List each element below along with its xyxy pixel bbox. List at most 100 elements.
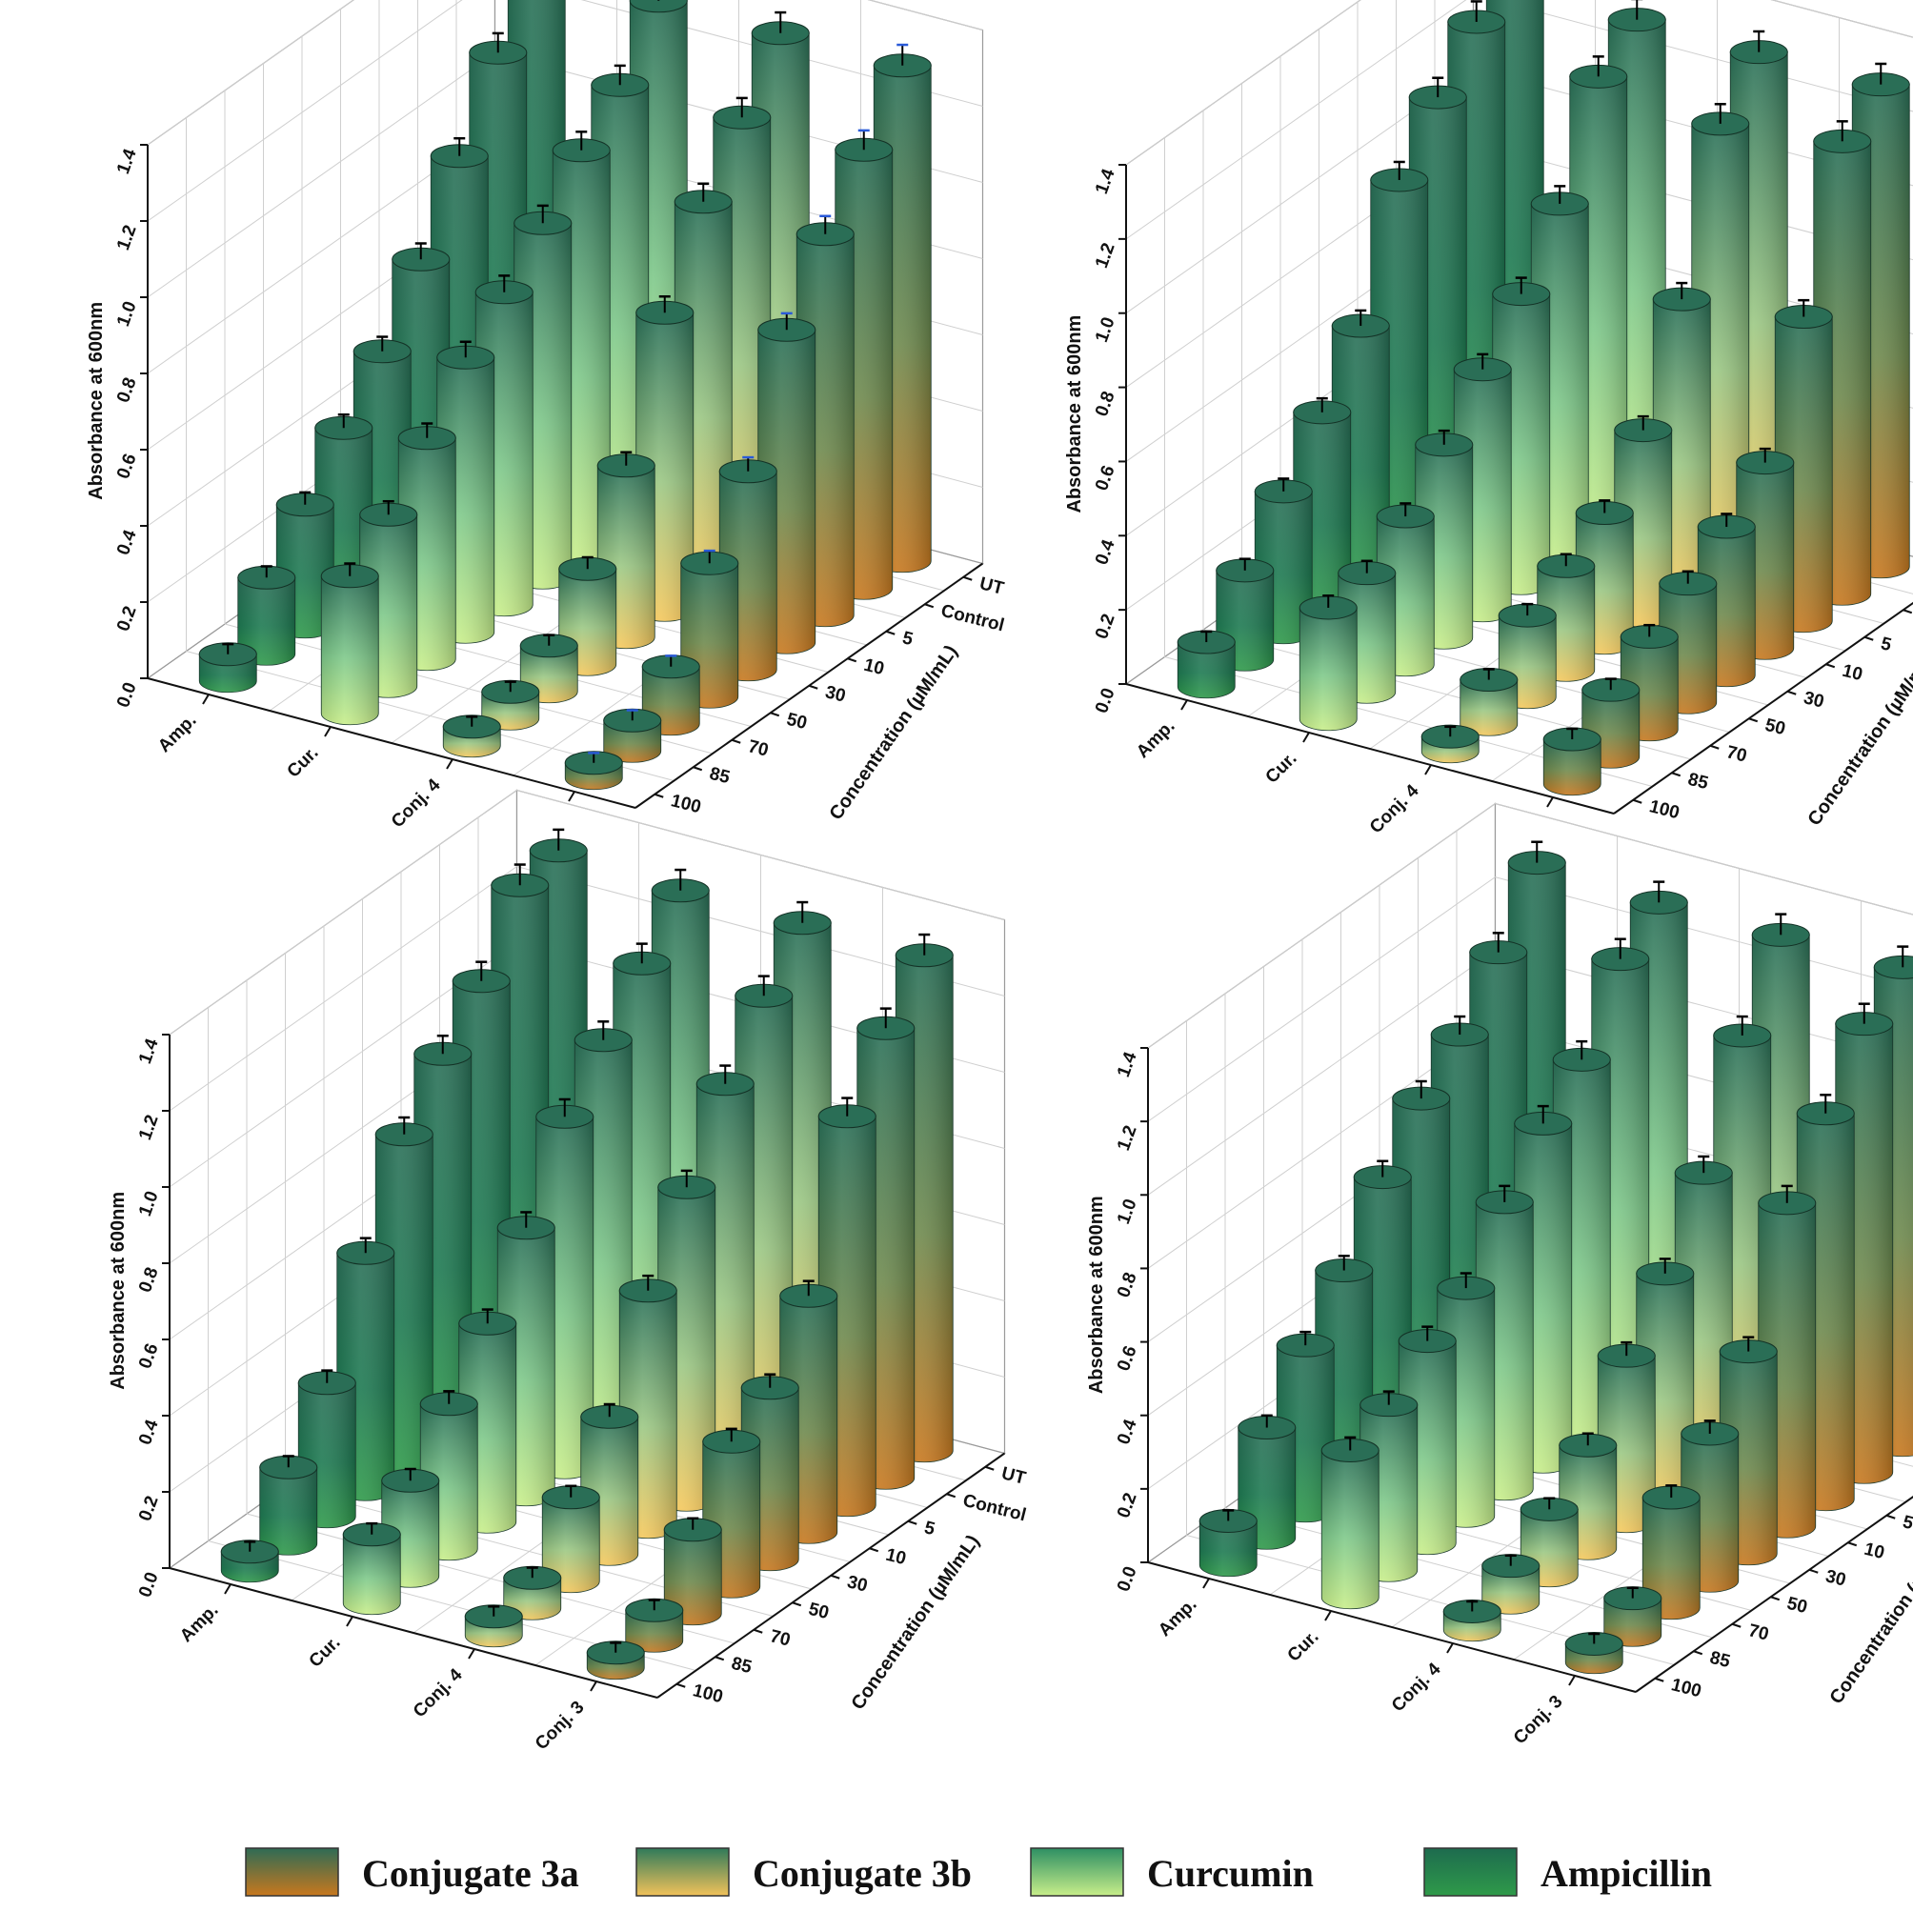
concentration-tick [808, 684, 818, 690]
bar-shade [1199, 1520, 1258, 1577]
concentration-tick [675, 1682, 686, 1688]
concentration-tick-label: Control [939, 601, 1007, 636]
bars [1177, 0, 1910, 796]
z-axis: 0.0 0.2 0.4 0.6 0.8 1.0 1.2 1.4 Absorbance at 60… [1086, 1047, 1149, 1595]
x-tick-label: Conj. 3 [1510, 1692, 1567, 1749]
bars [1198, 840, 1913, 1675]
x-tick [224, 1583, 232, 1595]
concentration-tick-label: 5 [900, 628, 916, 650]
concentration-tick [1709, 744, 1720, 750]
x-tick-label: Cur. [1284, 1627, 1323, 1666]
z-tick-label: 1.0 [1114, 1197, 1141, 1227]
legend-item-ampicillin: Ampicillin [1423, 1847, 1712, 1897]
z-axis: 0.0 0.2 0.4 0.6 0.8 1.0 1.2 1.4 Absorbance at 60… [86, 144, 149, 711]
concentration-tick-label: 5 [922, 1518, 937, 1540]
concentration-tick-label: Control [961, 1491, 1029, 1526]
z-tick-label: 0.6 [135, 1341, 163, 1372]
z-tick-label: 0.4 [135, 1417, 163, 1447]
bar-conjugate-3b-100 [464, 1604, 523, 1648]
x-tick [202, 694, 210, 705]
bar-shade [1460, 679, 1518, 736]
bar-top [629, 0, 688, 13]
bar-shade [664, 1529, 722, 1625]
bars [220, 828, 954, 1680]
bar-conjugate-3b-100 [1420, 724, 1480, 764]
z-tick-label: 0.0 [1114, 1564, 1141, 1595]
legend-item-conjugate-3a: Conjugate 3a [245, 1847, 579, 1897]
bar-conjugate-3a-100 [1564, 1631, 1623, 1675]
concentration-tick-label: UT [999, 1463, 1028, 1489]
concentration-tick-label: 70 [746, 736, 771, 760]
z-tick-label: 0.4 [1092, 536, 1119, 567]
x-tick [324, 726, 332, 737]
concentration-tick-label: 30 [845, 1572, 870, 1596]
x-tick-label: Conj. 4 [1366, 780, 1423, 837]
bar-conjugate-3b-100 [1442, 1599, 1501, 1642]
bar-conjugate-3a-85 [603, 708, 662, 763]
z-axis-title: Absorbance at 600nm [108, 1192, 129, 1390]
concentration-tick [847, 657, 857, 663]
concentration-tick-label: 70 [1746, 1620, 1771, 1644]
legend-label: Curcumin [1147, 1852, 1314, 1895]
concentration-tick [1770, 1596, 1781, 1601]
legend-swatch [635, 1847, 730, 1897]
bar-ampicillin-100 [1177, 630, 1236, 699]
z-tick-label: 0.0 [113, 680, 141, 711]
concentration-tick [1731, 1622, 1742, 1628]
concentration-tick-label: 10 [1863, 1540, 1887, 1563]
x-tick [1202, 1578, 1210, 1589]
bar-shade [1299, 607, 1358, 731]
z-axis-title: Absorbance at 600nm [1086, 1196, 1107, 1394]
z-tick-label: 1.4 [1114, 1049, 1141, 1079]
x-tick-label: Cur. [306, 1633, 345, 1672]
z-tick-label: 0.2 [135, 1494, 163, 1524]
z-tick-label: 0.0 [1092, 686, 1119, 716]
panels: 0.0 0.2 0.4 0.6 0.8 1.0 1.2 1.4 Absorbance at 60… [86, 0, 1913, 1754]
concentration-axis-title: Concentration (µM/mL) [848, 1531, 984, 1713]
concentration-tick [1786, 690, 1797, 695]
concentration-tick-label: 5 [1879, 634, 1894, 655]
concentration-tick [946, 1493, 956, 1499]
concentration-tick-label: 50 [1763, 715, 1788, 739]
z-tick-label: 1.0 [113, 299, 141, 330]
concentration-tick [770, 712, 780, 717]
concentration-tick-label: 70 [1724, 742, 1749, 766]
x-tick-label: Amp. [1155, 1595, 1200, 1640]
bar-conjugate-3b-85 [1460, 668, 1519, 736]
concentration-tick-label: 100 [669, 791, 703, 817]
z-tick-label: 1.2 [1114, 1123, 1141, 1154]
bar-ampicillin-85 [237, 565, 296, 666]
concentration-tick-label: 85 [1686, 770, 1711, 795]
concentration-tick [1903, 609, 1913, 614]
concentration-tick [924, 603, 935, 609]
bar-shade [1543, 739, 1601, 795]
concentration-tick [715, 1656, 725, 1661]
concentration-tick-label: 85 [730, 1654, 755, 1679]
z-tick-label: 0.6 [113, 452, 141, 482]
z-axis: 0.0 0.2 0.4 0.6 0.8 1.0 1.2 1.4 Absorbance at 60… [108, 1034, 171, 1600]
x-tick [468, 1648, 475, 1660]
bar-conjugate-3a-85 [1603, 1586, 1662, 1647]
bar-conjugate-3a-100 [586, 1640, 645, 1680]
concentration-tick [1847, 1541, 1858, 1547]
z-tick-label: 0.8 [1092, 389, 1119, 419]
concentration-tick [885, 630, 896, 635]
z-axis-title: Absorbance at 600nm [1064, 315, 1085, 513]
z-tick-label: 1.2 [113, 223, 141, 253]
z-tick-label: 0.2 [1092, 612, 1119, 642]
x-axis-line [1147, 1561, 1637, 1693]
concentration-tick-label: 50 [785, 710, 810, 734]
concentration-tick [1693, 1650, 1703, 1656]
x-axis-line [1125, 683, 1615, 815]
concentration-tick-label: 85 [708, 764, 733, 789]
bar-conjugate-3a-70 [663, 1517, 722, 1626]
concentration-tick-label: 5 [1901, 1512, 1913, 1534]
x-axis-line [147, 677, 636, 809]
concentration-axis-title: Concentration (µM/mL) [826, 641, 962, 823]
bar-shade [1178, 642, 1236, 698]
bar-shade [259, 1467, 317, 1556]
z-tick-label: 1.4 [113, 146, 141, 176]
x-tick [1302, 732, 1310, 743]
x-tick-label: Conj. 4 [1388, 1659, 1445, 1716]
